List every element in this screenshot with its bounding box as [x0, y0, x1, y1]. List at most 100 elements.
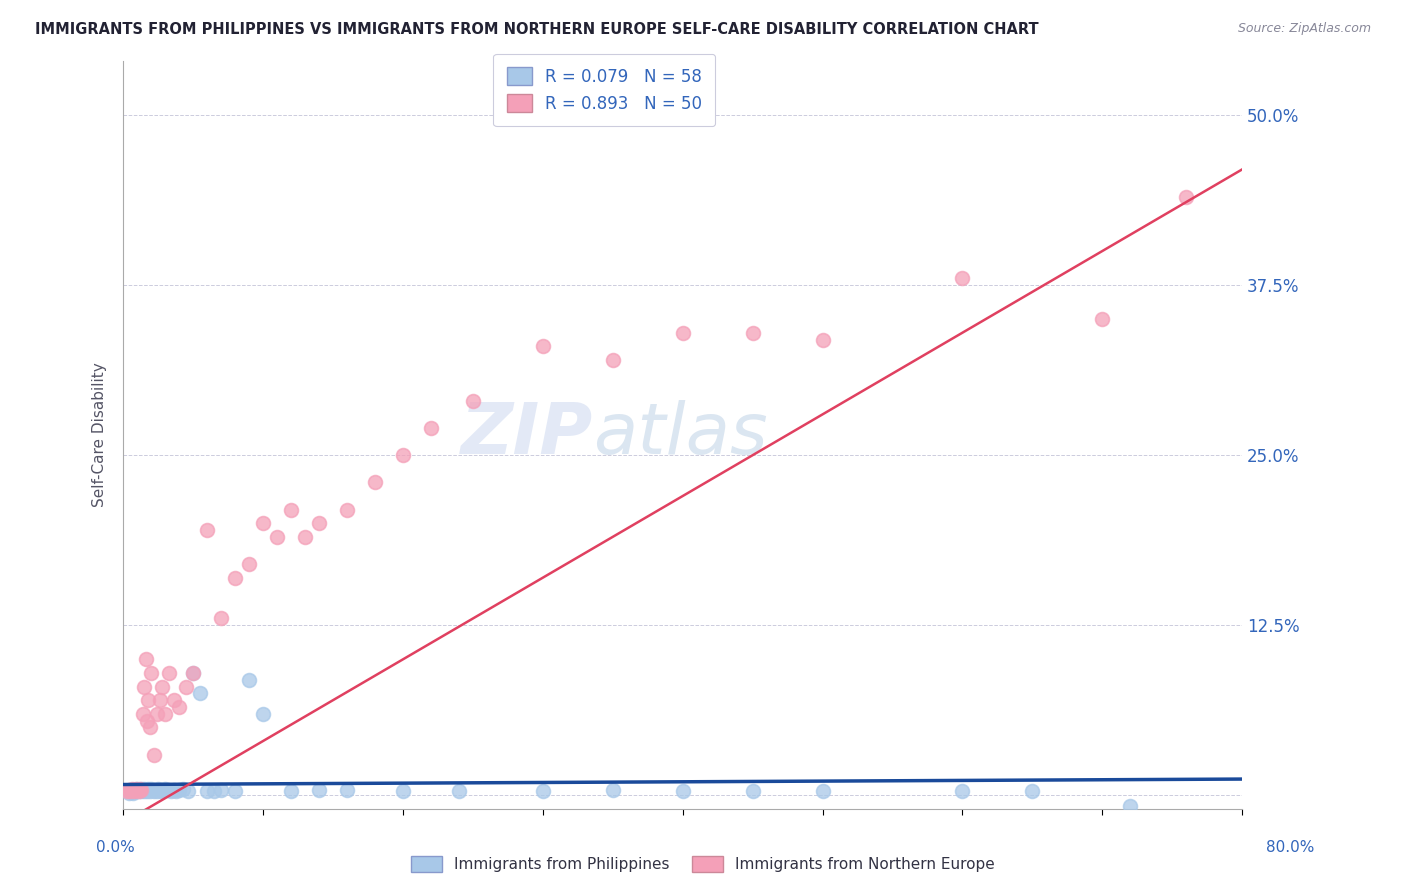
Point [280, 784, 302, 798]
Point [139, 784, 162, 798]
Point [117, 784, 139, 798]
Point [167, 783, 190, 797]
Text: 0.0%: 0.0% [96, 840, 135, 855]
Point [308, 783, 330, 797]
Point [134, 781, 156, 796]
Legend: Immigrants from Philippines, Immigrants from Northern Europe: Immigrants from Philippines, Immigrants … [404, 848, 1002, 880]
Point [152, 783, 174, 797]
Point [308, 516, 330, 531]
Point [195, 784, 218, 798]
Point [336, 783, 359, 797]
Text: atlas: atlas [593, 401, 768, 469]
Point [125, 781, 148, 796]
Point [128, 784, 150, 798]
Point [420, 421, 443, 435]
Point [294, 530, 316, 544]
Legend: R = 0.079   N = 58, R = 0.893   N = 50: R = 0.079 N = 58, R = 0.893 N = 50 [494, 54, 716, 127]
Point [122, 786, 145, 800]
Point [392, 448, 415, 462]
Point [165, 784, 187, 798]
Point [127, 783, 149, 797]
Text: ZIP: ZIP [461, 401, 593, 469]
Point [188, 686, 211, 700]
Point [120, 784, 142, 798]
Point [811, 784, 834, 798]
Point [129, 781, 152, 796]
Point [152, 680, 174, 694]
Point [121, 781, 143, 796]
Point [155, 781, 177, 796]
Point [672, 326, 695, 340]
Point [1119, 799, 1142, 814]
Point [125, 784, 148, 798]
Point [141, 781, 163, 796]
Point [741, 784, 763, 798]
Point [127, 781, 149, 796]
Point [209, 611, 232, 625]
Point [602, 353, 624, 368]
Point [128, 784, 150, 798]
Point [1175, 189, 1198, 203]
Point [142, 783, 165, 797]
Point [131, 781, 153, 796]
Point [138, 693, 160, 707]
Point [364, 475, 387, 490]
Point [447, 784, 470, 798]
Point [135, 783, 157, 797]
Point [143, 784, 166, 798]
Point [952, 784, 974, 798]
Point [181, 665, 204, 680]
Point [138, 781, 160, 796]
Point [252, 516, 274, 531]
Point [149, 783, 172, 797]
Point [167, 700, 190, 714]
Point [134, 680, 156, 694]
Point [811, 333, 834, 347]
Point [266, 530, 288, 544]
Point [741, 326, 763, 340]
Point [155, 706, 177, 721]
Point [280, 502, 302, 516]
Point [136, 714, 159, 728]
Point [141, 665, 163, 680]
Point [127, 783, 149, 797]
Point [131, 783, 153, 797]
Point [209, 783, 232, 797]
Point [136, 784, 159, 798]
Point [134, 784, 156, 798]
Point [148, 781, 170, 796]
Point [132, 706, 155, 721]
Point [146, 784, 169, 798]
Point [135, 652, 157, 666]
Point [143, 747, 166, 762]
Point [163, 783, 186, 797]
Point [252, 706, 274, 721]
Point [132, 783, 155, 797]
Point [1021, 784, 1043, 798]
Point [181, 665, 204, 680]
Point [139, 720, 162, 734]
Point [238, 557, 260, 571]
Point [531, 339, 554, 353]
Point [176, 784, 198, 798]
Point [952, 271, 974, 285]
Point [118, 786, 141, 800]
Point [163, 693, 186, 707]
Text: 80.0%: 80.0% [1267, 840, 1315, 855]
Point [157, 783, 180, 797]
Point [160, 784, 183, 798]
Point [672, 784, 695, 798]
Point [149, 693, 172, 707]
Point [129, 783, 152, 797]
Point [1091, 312, 1114, 326]
Point [174, 680, 197, 694]
Point [131, 784, 153, 798]
Text: Source: ZipAtlas.com: Source: ZipAtlas.com [1237, 22, 1371, 36]
Point [336, 502, 359, 516]
Point [145, 783, 167, 797]
Point [224, 784, 246, 798]
Point [120, 784, 142, 798]
Point [172, 781, 194, 796]
Point [202, 784, 225, 798]
Y-axis label: Self-Care Disability: Self-Care Disability [93, 362, 107, 508]
